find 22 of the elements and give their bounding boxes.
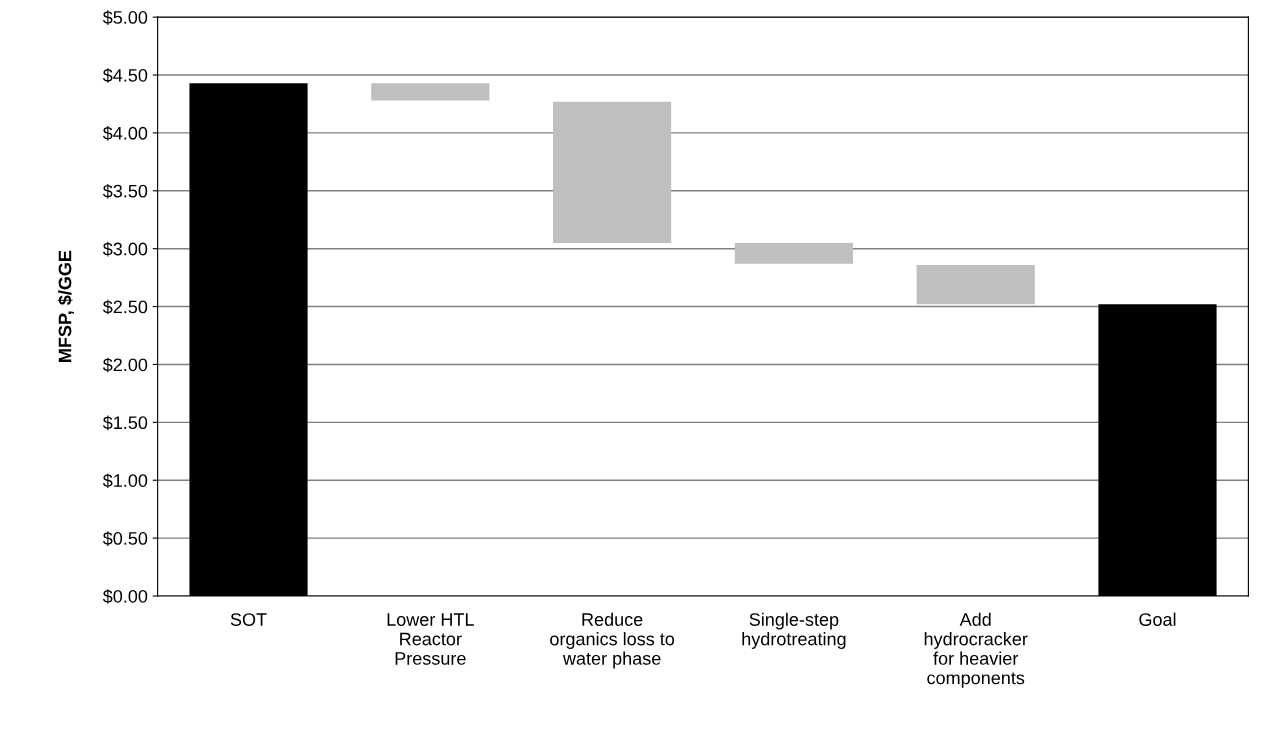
y-tick-label: $2.00 xyxy=(102,357,148,373)
y-tick-label: $4.50 xyxy=(102,68,148,83)
y-tick-label: $2.50 xyxy=(102,299,148,315)
y-tick-label: $1.00 xyxy=(102,473,148,489)
bar xyxy=(916,264,1035,305)
bar xyxy=(553,101,672,243)
x-tick-label: Goal xyxy=(1139,612,1176,626)
bar xyxy=(371,83,490,101)
y-tick-label: $0.00 xyxy=(102,589,148,604)
y-axis-title: MFSP, $/GGE xyxy=(57,250,74,362)
x-tick-label: Add hydrocracker for heavier components xyxy=(924,612,1028,688)
x-tick-label: SOT xyxy=(230,613,267,626)
x-tick-label: Single-step hydrotreating xyxy=(742,612,846,649)
bar xyxy=(734,242,853,264)
y-tick-label: $5.00 xyxy=(102,10,148,25)
y-tick-label: $3.00 xyxy=(102,241,148,257)
x-tick-label: Reduce organics loss to water phase xyxy=(550,612,675,669)
y-tick-label: $4.00 xyxy=(102,126,148,141)
y-tick-label: $0.50 xyxy=(102,531,148,546)
x-tick-label: Lower HTL Reactor Pressure xyxy=(387,613,474,665)
y-tick-label: $3.50 xyxy=(102,183,148,199)
y-tick-label: $1.50 xyxy=(102,415,148,431)
